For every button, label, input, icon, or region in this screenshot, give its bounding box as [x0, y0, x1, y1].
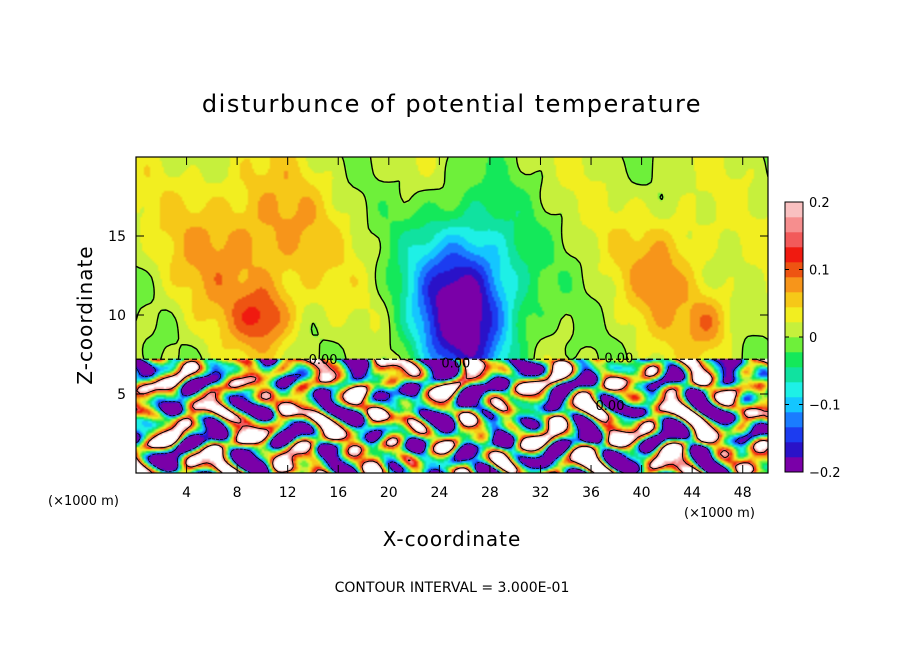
colorbar-band: [785, 367, 803, 383]
y-tick-label: 5: [117, 387, 126, 403]
zero-contour-upper: [136, 157, 768, 360]
contour-interval-note: CONTOUR INTERVAL = 3.000E-01: [335, 580, 570, 596]
x-tick-label: 28: [481, 485, 499, 501]
colorbar-band: [785, 247, 803, 263]
colorbar-band: [785, 262, 803, 278]
x-tick-label: 8: [233, 485, 242, 501]
colorbar-bands: [785, 202, 803, 473]
contour-label: 0.00: [441, 356, 470, 371]
x-tick-label: 48: [734, 485, 752, 501]
y-tick-label: 15: [108, 229, 126, 245]
colorbar-band: [785, 217, 803, 233]
colorbar-band: [785, 292, 803, 308]
y-axis-label: Z-coordinate: [73, 245, 97, 384]
colorbar: 0.2 0.1 0 −0.1 −0.2: [784, 196, 841, 481]
contour-label: 0.00: [596, 399, 625, 414]
axis-ticks: [136, 157, 768, 473]
x-axis-unit: (×1000 m): [684, 506, 755, 521]
colorbar-tick-label: 0.2: [809, 196, 830, 211]
colorbar-band: [785, 412, 803, 428]
plot-area: 0.00 0.00 0.00 0.00: [135, 156, 769, 474]
x-tick-labels: 4 8 12 16 20 24 28 32 36 40 44 48: [182, 485, 752, 501]
x-axis-label: X-coordinate: [383, 527, 522, 551]
colorbar-band: [785, 442, 803, 458]
colorbar-band: [785, 202, 803, 218]
colorbar-tick-label: −0.1: [809, 399, 841, 414]
x-tick-label: 44: [683, 485, 701, 501]
positive-contours-lower: [136, 359, 768, 473]
contour-label: 0.00: [309, 353, 338, 368]
colorbar-band: [785, 307, 803, 323]
colorbar-band: [785, 427, 803, 443]
x-tick-label: 16: [329, 485, 347, 501]
colorbar-band: [785, 397, 803, 413]
y-tick-label: 10: [108, 308, 126, 324]
temperature-field: [136, 157, 768, 473]
x-tick-label: 32: [532, 485, 550, 501]
colorbar-ticks: 0.2 0.1 0 −0.1 −0.2: [785, 196, 841, 481]
negative-contours-lower: [136, 359, 768, 473]
x-tick-label: 36: [582, 485, 600, 501]
contour-label: 0.00: [604, 352, 633, 367]
contour-labels: 0.00 0.00 0.00 0.00: [309, 352, 634, 414]
x-tick-label: 4: [182, 485, 191, 501]
x-tick-label: 24: [430, 485, 448, 501]
colorbar-tick-label: 0: [809, 331, 817, 346]
x-tick-label: 20: [380, 485, 398, 501]
colorbar-band: [785, 382, 803, 398]
colorbar-tick-label: 0.1: [809, 264, 830, 279]
chart-title: disturbunce of potential temperature: [202, 90, 702, 118]
colorbar-band: [785, 337, 803, 353]
colorbar-band: [785, 352, 803, 368]
colorbar-band: [785, 457, 803, 473]
colorbar-band: [785, 232, 803, 248]
colorbar-band: [785, 322, 803, 338]
y-axis-unit: (×1000 m): [48, 494, 119, 509]
colorbar-tick-label: −0.2: [809, 466, 841, 481]
colorbar-band: [785, 277, 803, 293]
y-tick-labels: 5 10 15: [108, 229, 126, 403]
x-tick-label: 40: [633, 485, 651, 501]
contour-lines: [136, 157, 768, 473]
x-tick-label: 12: [279, 485, 297, 501]
